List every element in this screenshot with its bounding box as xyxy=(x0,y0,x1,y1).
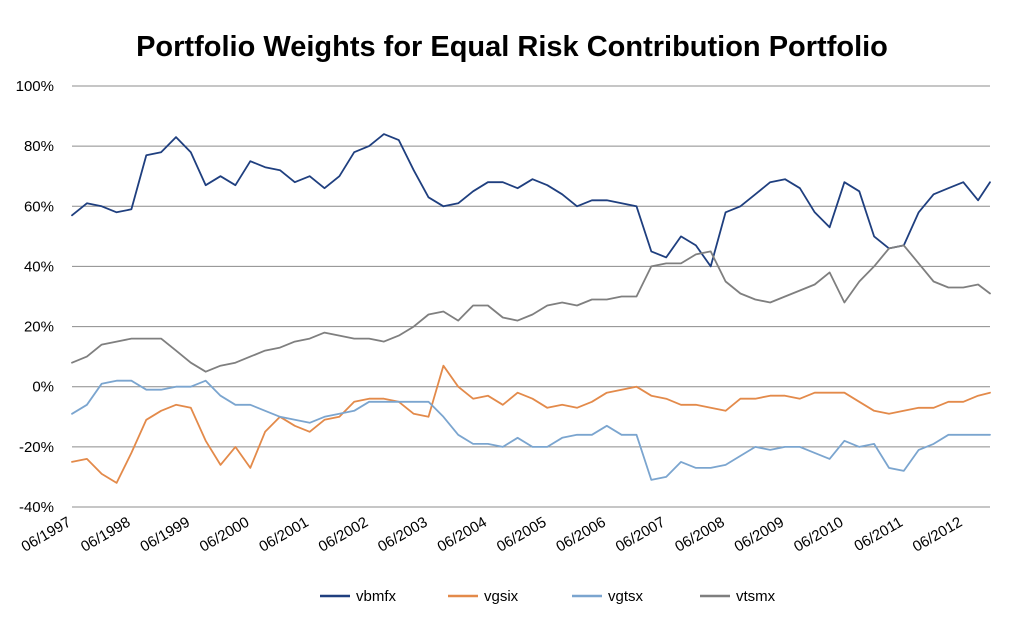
x-tick-label-14: 06/2011 xyxy=(851,514,905,555)
x-tick-label-7: 06/2004 xyxy=(434,514,489,556)
y-axis-tick-labels: -40% -20% 0% 20% 40% 60% 80% 100% xyxy=(16,78,54,516)
x-tick-label-0: 06/1997 xyxy=(19,514,74,556)
x-tick-label-10: 06/2007 xyxy=(613,514,668,556)
x-tick-label-11: 06/2008 xyxy=(672,514,727,556)
y-tick-label-0: -40% xyxy=(19,499,54,516)
x-tick-label-2: 06/1999 xyxy=(137,514,192,556)
x-tick-label-15: 06/2012 xyxy=(910,514,965,556)
chart-title: Portfolio Weights for Equal Risk Contrib… xyxy=(136,31,888,63)
y-tick-label-3: 20% xyxy=(24,319,54,336)
series-line-vgtsx xyxy=(71,379,991,481)
legend: vbmfx vgsix vgtsx vtsmx xyxy=(320,588,776,605)
x-tick-label-8: 06/2005 xyxy=(494,514,549,556)
series-lines xyxy=(71,133,991,484)
y-tick-label-5: 60% xyxy=(24,198,54,215)
y-tick-label-1: -20% xyxy=(19,439,54,456)
x-tick-label-1: 06/1998 xyxy=(78,514,133,556)
legend-label-vgsix: vgsix xyxy=(484,588,519,605)
legend-label-vtsmx: vtsmx xyxy=(736,588,776,605)
x-tick-label-5: 06/2002 xyxy=(316,514,371,556)
y-tick-label-6: 80% xyxy=(24,138,54,155)
series-line-vbmfx xyxy=(71,133,991,268)
series-line-vgsix xyxy=(71,364,991,484)
x-tick-label-13: 06/2010 xyxy=(791,514,846,556)
x-axis-tick-labels: 06/1997 06/1998 06/1999 06/2000 06/2001 06/20… xyxy=(19,514,966,556)
x-tick-label-4: 06/2001 xyxy=(256,514,311,556)
x-tick-label-6: 06/2003 xyxy=(375,514,430,556)
legend-label-vgtsx: vgtsx xyxy=(608,588,644,605)
x-tick-label-9: 06/2006 xyxy=(553,514,608,556)
x-tick-label-12: 06/2009 xyxy=(732,514,787,556)
x-tick-label-3: 06/2000 xyxy=(197,514,252,556)
y-tick-label-7: 100% xyxy=(16,78,54,95)
series-line-vtsmx xyxy=(71,244,991,373)
gridlines xyxy=(72,85,990,508)
y-tick-label-2: 0% xyxy=(32,379,54,396)
y-tick-label-4: 40% xyxy=(24,258,54,275)
legend-label-vbmfx: vbmfx xyxy=(356,588,397,605)
